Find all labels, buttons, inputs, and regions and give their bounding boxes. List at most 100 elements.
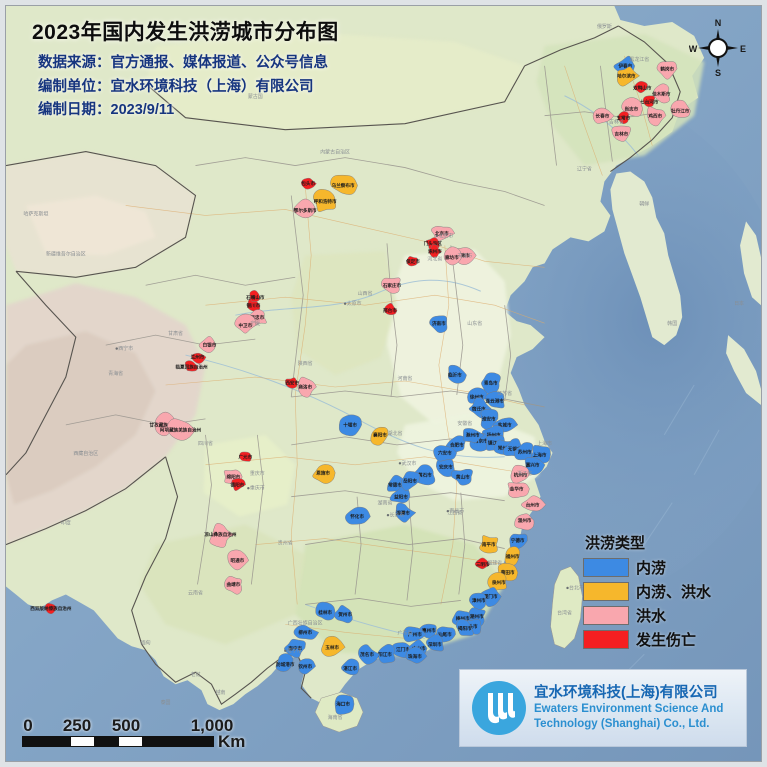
city-shape[interactable]	[455, 619, 474, 636]
flood-city-polygon[interactable]: 贺州市	[333, 605, 353, 624]
city-shape[interactable]	[370, 426, 389, 446]
city-shape[interactable]	[621, 97, 643, 117]
city-shape[interactable]	[479, 535, 499, 554]
city-shape[interactable]	[227, 549, 250, 571]
flood-city-polygon[interactable]: 尚志市	[621, 97, 643, 117]
city-shape[interactable]	[184, 360, 199, 372]
legend-item-inundation[interactable]: 内涝	[583, 557, 735, 578]
flood-city-polygon[interactable]: 茂名市	[358, 644, 381, 665]
flood-city-polygon[interactable]: 十堰市	[338, 414, 362, 437]
city-shape[interactable]	[381, 277, 401, 294]
city-shape[interactable]	[484, 391, 505, 409]
city-shape[interactable]	[647, 106, 667, 127]
flood-city-polygon[interactable]: 滁州市	[462, 428, 485, 444]
flood-city-polygon[interactable]: 三明市	[474, 557, 491, 570]
flood-city-polygon[interactable]: 呼和浩特市	[313, 189, 337, 212]
flood-city-polygon[interactable]: 七台河市	[640, 95, 659, 108]
flood-city-polygon[interactable]: 兰州市	[191, 352, 207, 364]
flood-city-polygon[interactable]: 牡丹江市	[670, 99, 691, 118]
flood-city-polygon[interactable]: 西安市	[285, 377, 300, 389]
city-shape[interactable]	[341, 658, 360, 676]
legend-item-casualty[interactable]: 发生伤亡	[583, 629, 735, 650]
flood-city-polygon[interactable]: 六安市	[433, 445, 457, 462]
city-shape[interactable]	[521, 495, 547, 512]
city-shape[interactable]	[400, 471, 421, 491]
city-shape[interactable]	[481, 372, 501, 395]
city-shape[interactable]	[239, 451, 252, 462]
city-shape[interactable]	[617, 66, 641, 87]
city-shape[interactable]	[198, 336, 216, 353]
city-shape[interactable]	[330, 174, 358, 195]
city-shape[interactable]	[450, 468, 473, 486]
city-shape[interactable]	[447, 364, 467, 384]
flood-city-polygon[interactable]: 襄阳市	[370, 426, 389, 446]
city-shape[interactable]	[321, 635, 346, 657]
flood-city-polygon[interactable]: 包头市	[300, 177, 317, 190]
flood-city-polygon[interactable]: 鸡西市	[647, 106, 667, 127]
flood-city-polygon[interactable]: 南平市	[479, 535, 499, 554]
flood-city-polygon[interactable]: 杭州市	[510, 464, 530, 484]
flood-city-polygon[interactable]: 珠海市	[405, 646, 428, 664]
city-shape[interactable]	[384, 303, 398, 315]
flood-city-polygon[interactable]: 曲靖市	[224, 576, 242, 595]
flood-city-polygon[interactable]: 吉林市	[611, 125, 631, 142]
city-shape[interactable]	[507, 482, 530, 499]
city-shape[interactable]	[293, 624, 320, 640]
flood-city-polygon[interactable]: 宁德市	[509, 533, 528, 551]
city-shape[interactable]	[275, 653, 294, 672]
flood-city-polygon[interactable]: 长春市	[592, 107, 615, 124]
flood-city-polygon[interactable]: 商洛市	[297, 376, 317, 398]
city-shape[interactable]	[249, 290, 261, 303]
city-shape[interactable]	[611, 125, 631, 142]
flood-city-polygon[interactable]: 涿州市	[428, 244, 443, 258]
city-shape[interactable]	[425, 634, 444, 652]
city-shape[interactable]	[634, 81, 648, 94]
city-shape[interactable]	[405, 646, 428, 664]
city-shape[interactable]	[642, 95, 656, 108]
flood-city-polygon[interactable]: 桂林市	[315, 601, 336, 621]
city-shape[interactable]	[334, 694, 355, 715]
city-shape[interactable]	[44, 603, 57, 615]
flood-city-polygon[interactable]: 阿坝藏族羌族自治州	[160, 418, 202, 441]
flood-city-polygon[interactable]: 深圳市	[425, 634, 444, 652]
flood-city-polygon[interactable]: 乌兰察布市	[330, 174, 358, 195]
flood-city-polygon[interactable]: 临夏回族自治州	[175, 360, 208, 372]
flood-city-polygon[interactable]: 廊坊市	[443, 246, 463, 266]
flood-city-polygon[interactable]: 海口市	[334, 694, 355, 715]
city-shape[interactable]	[313, 189, 336, 212]
city-shape[interactable]	[670, 99, 691, 118]
city-shape[interactable]	[504, 546, 521, 567]
flood-city-polygon[interactable]: 温州市	[514, 513, 535, 531]
city-shape[interactable]	[297, 376, 317, 398]
city-shape[interactable]	[234, 313, 257, 334]
flood-city-polygon[interactable]: 佳木斯市	[652, 83, 671, 104]
flood-city-polygon[interactable]: 双鸭山市	[633, 81, 652, 94]
city-shape[interactable]	[298, 658, 316, 675]
flood-city-polygon[interactable]: 泉州市	[487, 572, 507, 591]
flood-city-polygon[interactable]: 岳阳市	[400, 471, 421, 491]
flood-city-polygon[interactable]: 青岛市	[481, 372, 501, 395]
city-shape[interactable]	[428, 244, 443, 258]
city-shape[interactable]	[395, 502, 417, 523]
flood-city-polygon[interactable]: 北京市	[431, 225, 456, 243]
flood-city-polygon[interactable]: 临沂市	[447, 364, 467, 384]
city-shape[interactable]	[191, 352, 207, 364]
flood-city-polygon[interactable]: 石家庄市	[381, 277, 402, 294]
city-shape[interactable]	[462, 428, 485, 444]
city-shape[interactable]	[653, 83, 670, 104]
flood-city-polygon[interactable]: 石嘴山市	[245, 290, 265, 303]
city-shape[interactable]	[406, 256, 418, 267]
city-shape[interactable]	[617, 111, 629, 125]
flood-city-polygon[interactable]: 金华市	[507, 482, 530, 499]
city-shape[interactable]	[510, 464, 530, 484]
city-shape[interactable]	[469, 592, 487, 611]
city-shape[interactable]	[285, 377, 298, 389]
flood-city-polygon[interactable]: 福州市	[504, 546, 521, 567]
flood-city-polygon[interactable]: 哈尔滨市	[617, 66, 641, 87]
city-shape[interactable]	[403, 626, 427, 643]
city-shape[interactable]	[333, 605, 353, 624]
city-shape[interactable]	[167, 418, 196, 441]
base-map[interactable]: 伊春市 哈尔滨市 鹤岗市 佳木斯市 牡丹江市 七台河市 鸡西市 双鸭山市 尚志市 五常市 长春市 吉林…	[6, 6, 761, 761]
city-shape[interactable]	[312, 464, 336, 484]
